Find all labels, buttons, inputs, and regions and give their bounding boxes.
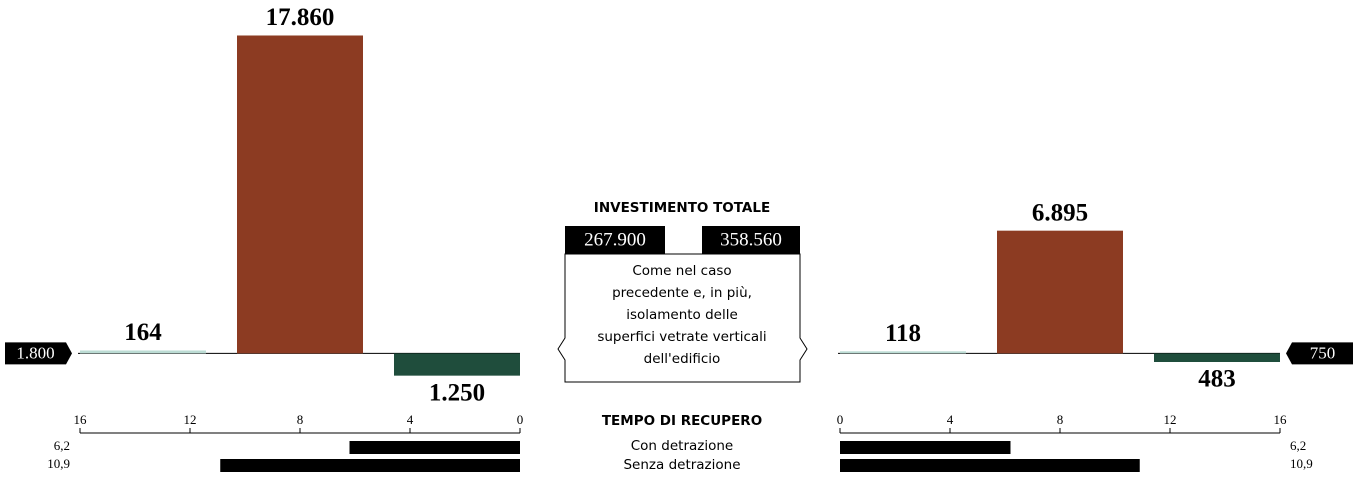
bar [237,35,363,354]
x-tick-label: 12 [1164,412,1177,427]
bar [840,459,1140,472]
value-label: 17.860 [266,4,335,31]
description-line: Come nel caso [632,263,731,279]
description-box [557,253,808,383]
value-label: 6.895 [1032,199,1088,226]
bar [1154,353,1280,362]
value-label: 483 [1198,366,1236,393]
value-label: 164 [124,319,162,346]
x-tick-label: 4 [407,412,414,427]
investment-box [565,226,665,254]
bar [220,459,520,472]
value-label: 6,2 [1290,438,1306,453]
x-tick-label: 0 [517,412,524,427]
value-label: 1.250 [429,379,485,406]
value-label: 6,2 [54,438,70,453]
investment-value: 358.560 [720,229,782,250]
baseline-label-box [1286,342,1353,365]
description-line: superfici vetrate verticali [597,329,766,345]
investment-box [702,226,800,254]
row-label: Con detrazione [631,438,733,454]
value-label: 10,9 [1290,456,1313,471]
x-tick-label: 8 [297,412,304,427]
bar [840,441,1011,454]
x-tick-label: 8 [1057,412,1064,427]
recovery-title: TEMPO DI RECUPERO [602,413,762,429]
bar [349,441,520,454]
investment-value: 267.900 [584,229,646,250]
x-tick-label: 16 [74,412,88,427]
row-label: Senza detrazione [623,457,740,473]
value-label: 118 [885,320,921,347]
x-tick-label: 0 [837,412,844,427]
x-tick-label: 12 [184,412,197,427]
baseline-label: 750 [1310,343,1336,362]
x-tick-label: 16 [1274,412,1288,427]
bar [997,230,1123,354]
description-line: precedente e, in più, [612,285,752,301]
baseline-label: 1.800 [16,343,54,362]
baseline-label-box [5,342,72,365]
bar [80,350,206,354]
description-line: isolamento delle [626,307,738,323]
x-tick-label: 4 [947,412,954,427]
value-label: 10,9 [47,456,70,471]
bar [840,351,966,354]
bar [394,353,520,376]
center-title: INVESTIMENTO TOTALE [594,200,770,216]
description-line: dell'edificio [644,351,721,367]
